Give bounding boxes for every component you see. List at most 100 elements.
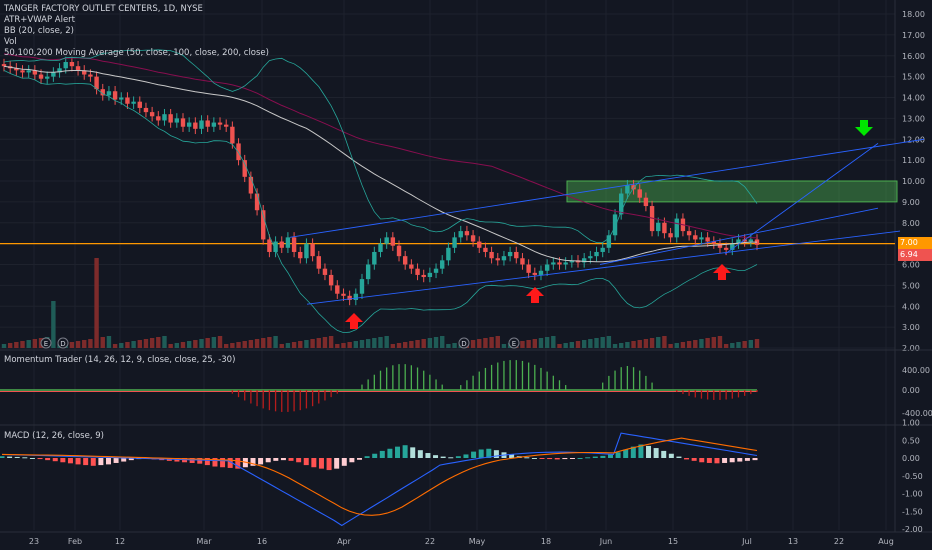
candle-body: [390, 237, 396, 246]
macd-histogram-bar: [220, 458, 226, 468]
candle-body: [230, 126, 235, 144]
macd-histogram-bar: [372, 453, 378, 458]
macd-histogram-bar: [387, 448, 393, 458]
macd-axis-tick: -1.50: [902, 507, 923, 516]
candle-body: [341, 293, 346, 296]
volume-bar: [730, 343, 735, 348]
volume-bar: [168, 344, 173, 348]
candle-body: [396, 245, 402, 257]
breakout-trendline: [724, 143, 879, 255]
candle-body: [674, 218, 679, 238]
event-marker-label: E: [512, 340, 516, 348]
volume-bar: [335, 344, 340, 348]
macd-label[interactable]: MACD (12, 26, close, 9): [4, 431, 104, 441]
candle-body: [38, 74, 44, 79]
candle-body: [32, 70, 38, 75]
macd-histogram-bar: [280, 458, 286, 461]
arrow-down-icon: [855, 120, 873, 136]
candle-body: [261, 210, 266, 240]
candle-body: [82, 70, 87, 75]
candle-body: [156, 116, 161, 121]
candle-body: [304, 243, 309, 259]
candle-body: [625, 185, 630, 194]
macd-histogram-bar: [364, 456, 370, 458]
macd-histogram-bar: [668, 453, 674, 458]
macd-histogram-bar: [691, 458, 697, 461]
candle-body: [242, 160, 247, 177]
volume-bar: [538, 338, 544, 348]
candle-body: [538, 270, 544, 275]
candle-body: [656, 222, 661, 232]
volume-bar: [557, 344, 562, 348]
volume-bar: [119, 343, 124, 348]
volume-bar: [32, 339, 38, 348]
candle-body: [149, 112, 155, 117]
volume-bar: [359, 340, 365, 348]
volume-bar: [520, 341, 525, 348]
macd-histogram-bar: [45, 458, 51, 461]
candle-body: [458, 231, 463, 238]
volume-bar: [156, 337, 161, 348]
candle-body: [427, 272, 433, 278]
macd-axis-tick: -2.00: [902, 525, 923, 534]
volume-bar: [594, 338, 599, 348]
candle-body: [174, 118, 180, 123]
macd-histogram-bar: [402, 445, 408, 458]
candle-body: [100, 89, 105, 96]
macd-histogram-bar: [250, 458, 256, 466]
candle-body: [26, 70, 31, 73]
time-axis-tick: Jul: [741, 537, 752, 546]
candle-body: [723, 247, 729, 250]
candle-body: [335, 285, 340, 294]
indicator-label-bb[interactable]: BB (20, close, 2): [4, 26, 74, 36]
volume-bar: [20, 341, 25, 348]
volume-bar: [131, 341, 136, 348]
macd-histogram-bar: [623, 449, 629, 458]
macd-histogram-bar: [52, 458, 58, 462]
time-axis-tick: 18: [541, 537, 551, 546]
macd-histogram-bar: [463, 454, 469, 458]
macd-signal-line: [1, 437, 758, 516]
volume-bar: [365, 339, 371, 348]
macd-histogram-bar: [455, 456, 461, 458]
volume-bar: [267, 337, 272, 348]
volume-bar: [94, 258, 99, 348]
volume-bar: [427, 338, 433, 348]
volume-bar: [137, 340, 142, 348]
macd-histogram-bar: [0, 456, 5, 458]
macd-histogram-bar: [296, 458, 302, 463]
volume-bar: [273, 336, 278, 348]
macd-histogram-bar: [615, 452, 621, 458]
candle-body: [267, 239, 272, 252]
candle-body: [88, 74, 93, 77]
candle-body: [569, 260, 575, 263]
momentum-label[interactable]: Momentum Trader (14, 26, 12, 9, close, c…: [4, 355, 236, 365]
volume-bar: [656, 337, 661, 348]
time-axis-tick: 13: [788, 537, 798, 546]
volume-bar: [316, 338, 321, 348]
macd-histogram-bar: [326, 458, 332, 471]
candle-body: [526, 264, 531, 273]
macd-axis-tick: -1.00: [902, 490, 923, 499]
candle-body: [143, 107, 149, 113]
indicator-label-atr-vwap[interactable]: ATR+VWAP Alert: [4, 15, 76, 25]
indicator-label-vol[interactable]: Vol: [4, 37, 17, 47]
candle-body: [51, 72, 56, 77]
macd-histogram-bar: [273, 458, 279, 461]
candle-body: [699, 237, 704, 240]
candle-body: [501, 256, 507, 261]
candle-body: [217, 122, 223, 125]
candle-body: [495, 258, 500, 261]
candle-body: [353, 293, 359, 300]
channel-trendline: [599, 207, 879, 265]
volume-bar: [625, 342, 630, 348]
candle-body: [211, 122, 217, 127]
indicator-label-ma[interactable]: 50,100,200 Moving Average (50, close, 10…: [4, 48, 269, 58]
candle-body: [711, 241, 716, 244]
volume-bar: [279, 344, 284, 348]
candle-body: [285, 237, 291, 248]
price-pane-legend: TANGER FACTORY OUTLET CENTERS, 1D, NYSE …: [4, 4, 269, 59]
price-axis-tick: 5.00: [902, 281, 920, 290]
event-marker: [40, 337, 52, 349]
